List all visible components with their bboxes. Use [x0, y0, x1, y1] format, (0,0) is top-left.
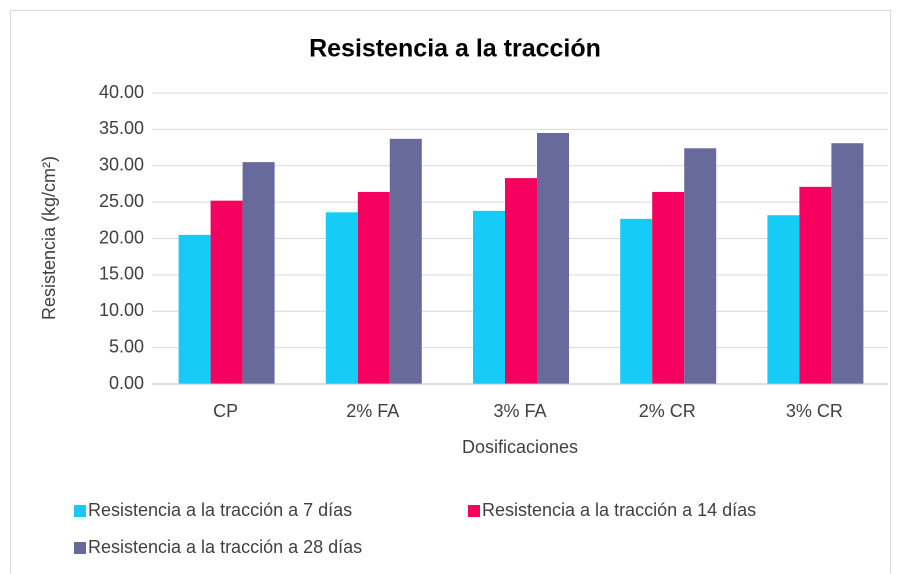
legend-label: Resistencia a la tracción a 7 días	[88, 500, 352, 520]
bar	[620, 218, 653, 384]
chart-border	[10, 10, 891, 574]
legend-swatch	[74, 505, 86, 517]
bar	[357, 191, 390, 384]
x-tick-label: 2% CR	[639, 401, 696, 421]
y-tick-label: 5.00	[109, 336, 144, 356]
bar	[505, 178, 537, 384]
x-tick-label: 2% FA	[346, 401, 399, 421]
bar	[767, 215, 800, 384]
legend-label: Resistencia a la tracción a 14 días	[482, 500, 756, 520]
y-tick-label: 35.00	[99, 118, 144, 138]
x-tick-label: 3% CR	[786, 401, 843, 421]
y-tick-label: 20.00	[99, 227, 144, 247]
bar	[537, 133, 569, 384]
bar	[178, 234, 211, 384]
bar	[242, 162, 275, 384]
x-tick-label: CP	[213, 401, 238, 421]
x-tick-label: 3% FA	[493, 401, 546, 421]
legend-swatch	[74, 542, 86, 554]
legend-swatch	[468, 505, 480, 517]
bar	[799, 186, 832, 384]
y-tick-label: 40.00	[99, 82, 144, 102]
bar	[831, 143, 864, 384]
y-axis-title: Resistencia (kg/cm²)	[39, 156, 59, 320]
chart-title: Resistencia a la tracción	[309, 35, 601, 63]
bar	[210, 200, 243, 384]
legend-label: Resistencia a la tracción a 28 días	[88, 537, 362, 557]
y-tick-label: 10.00	[99, 300, 144, 320]
y-tick-label: 30.00	[99, 155, 144, 175]
y-tick-label: 25.00	[99, 191, 144, 211]
x-axis-title: Dosificaciones	[462, 437, 578, 457]
bar	[325, 212, 358, 384]
bar	[389, 138, 422, 384]
bar	[473, 210, 505, 384]
y-tick-label: 15.00	[99, 264, 144, 284]
y-tick-label: 0.00	[109, 373, 144, 393]
bar	[652, 191, 685, 384]
bar	[684, 148, 717, 384]
